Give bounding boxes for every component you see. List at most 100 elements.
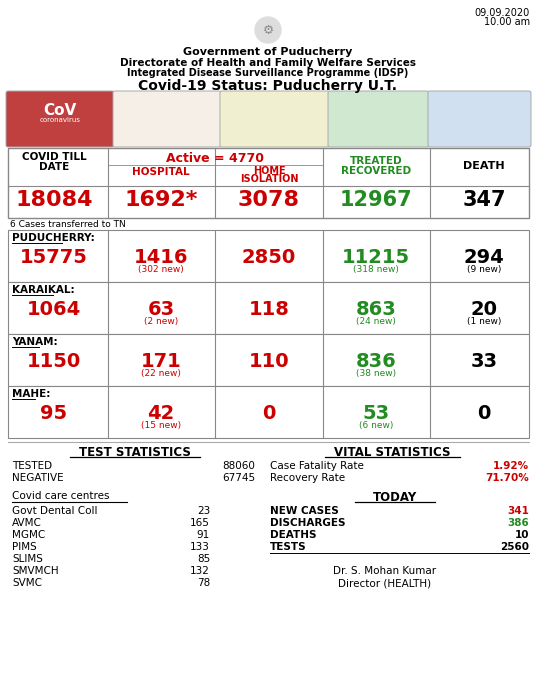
Text: Dr. S. Mohan Kumar: Dr. S. Mohan Kumar bbox=[333, 566, 437, 576]
Text: Integrated Disease Surveillance Programme (IDSP): Integrated Disease Surveillance Programm… bbox=[127, 68, 409, 78]
Text: 133: 133 bbox=[190, 542, 210, 552]
Text: 88060: 88060 bbox=[222, 461, 255, 471]
FancyBboxPatch shape bbox=[428, 91, 531, 147]
Text: coronavirus: coronavirus bbox=[40, 117, 81, 123]
Text: 09.09.2020: 09.09.2020 bbox=[475, 8, 530, 18]
Text: 67745: 67745 bbox=[222, 473, 255, 483]
FancyBboxPatch shape bbox=[328, 91, 429, 147]
FancyBboxPatch shape bbox=[6, 91, 114, 147]
Text: 20: 20 bbox=[470, 300, 497, 319]
Text: 11215: 11215 bbox=[342, 248, 410, 267]
Text: 2560: 2560 bbox=[500, 542, 529, 552]
Text: 23: 23 bbox=[197, 506, 210, 516]
Text: 294: 294 bbox=[463, 248, 504, 267]
Text: HOSPITAL: HOSPITAL bbox=[132, 167, 190, 177]
Text: COVID TILL: COVID TILL bbox=[21, 152, 86, 162]
Text: 171: 171 bbox=[141, 352, 182, 371]
Text: 1416: 1416 bbox=[134, 248, 188, 267]
Text: 10: 10 bbox=[514, 530, 529, 540]
Text: (9 new): (9 new) bbox=[467, 265, 501, 274]
Bar bbox=[8, 148, 529, 218]
Text: Recovery Rate: Recovery Rate bbox=[270, 473, 345, 483]
Text: 1692*: 1692* bbox=[124, 190, 198, 210]
Bar bbox=[8, 230, 529, 282]
Text: 15775: 15775 bbox=[20, 248, 88, 267]
Text: 341: 341 bbox=[507, 506, 529, 516]
Text: Active = 4770: Active = 4770 bbox=[166, 152, 264, 165]
Text: 53: 53 bbox=[362, 404, 389, 423]
Text: 863: 863 bbox=[355, 300, 396, 319]
Text: TREATED: TREATED bbox=[350, 156, 402, 166]
Text: 18084: 18084 bbox=[15, 190, 93, 210]
Text: HOME: HOME bbox=[253, 166, 285, 176]
Text: SLIMS: SLIMS bbox=[12, 554, 43, 564]
Text: RECOVERED: RECOVERED bbox=[341, 166, 411, 176]
Text: 33: 33 bbox=[470, 352, 497, 371]
Text: YANAM:: YANAM: bbox=[12, 337, 57, 347]
Text: 110: 110 bbox=[249, 352, 289, 371]
Text: (2 new): (2 new) bbox=[144, 317, 178, 326]
Text: (302 new): (302 new) bbox=[138, 265, 184, 274]
Text: 0: 0 bbox=[262, 404, 275, 423]
FancyBboxPatch shape bbox=[220, 91, 329, 147]
Text: 132: 132 bbox=[190, 566, 210, 576]
Text: 2850: 2850 bbox=[242, 248, 296, 267]
Text: 63: 63 bbox=[148, 300, 175, 319]
Text: 118: 118 bbox=[249, 300, 289, 319]
Text: 85: 85 bbox=[197, 554, 210, 564]
Text: Director (HEALTH): Director (HEALTH) bbox=[338, 579, 432, 589]
Text: 165: 165 bbox=[190, 518, 210, 528]
Text: PUDUCHERRY:: PUDUCHERRY: bbox=[12, 233, 95, 243]
FancyBboxPatch shape bbox=[113, 91, 221, 147]
Text: DATE: DATE bbox=[39, 162, 69, 172]
Text: (15 new): (15 new) bbox=[141, 421, 181, 430]
Text: Govt Dental Coll: Govt Dental Coll bbox=[12, 506, 98, 516]
Text: Covid care centres: Covid care centres bbox=[12, 491, 110, 501]
Text: (24 new): (24 new) bbox=[356, 317, 396, 326]
Bar bbox=[8, 386, 529, 438]
Bar bbox=[8, 282, 529, 334]
Text: (6 new): (6 new) bbox=[359, 421, 393, 430]
Text: NEW CASES: NEW CASES bbox=[270, 506, 339, 516]
Text: 91: 91 bbox=[197, 530, 210, 540]
Text: 10.00 am: 10.00 am bbox=[484, 17, 530, 27]
Text: NEGATIVE: NEGATIVE bbox=[12, 473, 63, 483]
Text: SVMC: SVMC bbox=[12, 578, 42, 588]
Text: SMVMCH: SMVMCH bbox=[12, 566, 59, 576]
Text: 71.70%: 71.70% bbox=[485, 473, 529, 483]
Bar bbox=[8, 334, 529, 386]
Text: MAHE:: MAHE: bbox=[12, 389, 50, 399]
Text: 0: 0 bbox=[477, 404, 491, 423]
Text: Case Fatality Rate: Case Fatality Rate bbox=[270, 461, 364, 471]
Text: 347: 347 bbox=[462, 190, 506, 210]
Text: (22 new): (22 new) bbox=[141, 369, 181, 378]
Text: (318 new): (318 new) bbox=[353, 265, 399, 274]
Text: VITAL STATISTICS: VITAL STATISTICS bbox=[334, 446, 450, 459]
Text: 6 Cases transferred to TN: 6 Cases transferred to TN bbox=[10, 220, 126, 229]
Text: 1064: 1064 bbox=[27, 300, 81, 319]
Text: CoV: CoV bbox=[43, 103, 77, 118]
Text: 1150: 1150 bbox=[27, 352, 81, 371]
Circle shape bbox=[255, 17, 281, 43]
Text: 386: 386 bbox=[507, 518, 529, 528]
Text: 95: 95 bbox=[40, 404, 68, 423]
Text: DEATHS: DEATHS bbox=[270, 530, 316, 540]
Text: 1.92%: 1.92% bbox=[493, 461, 529, 471]
Text: ⚙: ⚙ bbox=[263, 24, 274, 37]
Text: DEATH: DEATH bbox=[463, 161, 505, 171]
Text: AVMC: AVMC bbox=[12, 518, 42, 528]
Text: PIMS: PIMS bbox=[12, 542, 37, 552]
Text: 836: 836 bbox=[355, 352, 396, 371]
Text: Directorate of Health and Family Welfare Services: Directorate of Health and Family Welfare… bbox=[120, 58, 416, 68]
Text: 42: 42 bbox=[147, 404, 175, 423]
Text: (38 new): (38 new) bbox=[356, 369, 396, 378]
Text: 78: 78 bbox=[197, 578, 210, 588]
Text: (1 new): (1 new) bbox=[467, 317, 501, 326]
Text: 3078: 3078 bbox=[238, 190, 300, 210]
Text: TODAY: TODAY bbox=[373, 491, 417, 504]
Text: Government of Puducherry: Government of Puducherry bbox=[183, 47, 353, 57]
Text: Covid-19 Status: Puducherry U.T.: Covid-19 Status: Puducherry U.T. bbox=[139, 79, 397, 93]
Text: TEST STATISTICS: TEST STATISTICS bbox=[79, 446, 191, 459]
Text: KARAIKAL:: KARAIKAL: bbox=[12, 285, 75, 295]
Text: 12967: 12967 bbox=[340, 190, 412, 210]
